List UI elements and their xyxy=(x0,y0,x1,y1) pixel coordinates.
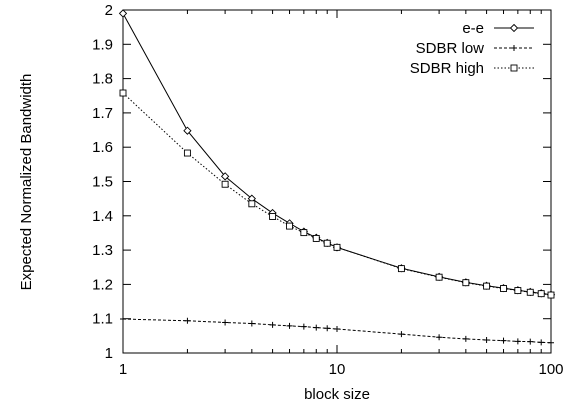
legend-label: SDBR low xyxy=(416,40,485,57)
data-point xyxy=(526,288,534,296)
data-point xyxy=(183,149,191,157)
data-point xyxy=(483,282,491,290)
data-point xyxy=(436,334,443,341)
data-point xyxy=(324,325,331,332)
y-axis-label: Expected Normalized Bandwidth xyxy=(18,74,35,291)
data-point xyxy=(397,265,405,273)
data-point xyxy=(462,279,470,287)
data-point xyxy=(514,287,522,295)
legend-label: e-e xyxy=(462,20,484,37)
data-point xyxy=(183,126,192,135)
data-point xyxy=(333,243,341,251)
y-axis: 1 1.1 1.2 1.3 1.4 1.5 1.6 1.7 1.8 1.9 2 xyxy=(92,2,551,362)
data-point xyxy=(300,323,307,330)
legend: e-e SDBR low SDBR high xyxy=(410,20,534,77)
data-point xyxy=(269,321,276,328)
data-point xyxy=(537,290,545,298)
data-point xyxy=(500,285,507,292)
y-tick-label: 1.2 xyxy=(92,276,113,293)
data-point xyxy=(269,213,277,220)
data-point xyxy=(248,320,255,327)
series-layer xyxy=(118,9,556,346)
data-point xyxy=(119,89,127,97)
data-point xyxy=(184,317,191,324)
legend-marker xyxy=(509,23,519,33)
data-point xyxy=(547,291,555,299)
legend-label: SDBR high xyxy=(410,60,484,77)
y-tick-label: 1.5 xyxy=(92,174,113,191)
data-point xyxy=(514,338,521,345)
y-tick-label: 1.9 xyxy=(92,36,113,53)
series-sdbr-high xyxy=(119,89,555,299)
data-point xyxy=(222,319,229,326)
data-point xyxy=(548,339,554,346)
y-tick-label: 1.1 xyxy=(92,311,113,328)
data-point xyxy=(118,9,128,18)
series-sdbr-low xyxy=(120,316,554,346)
x-axis-label: block size xyxy=(304,386,370,403)
data-point xyxy=(334,325,340,332)
data-point xyxy=(312,234,320,242)
data-point xyxy=(483,336,490,343)
series-line xyxy=(122,92,552,296)
plot-frame xyxy=(122,9,552,354)
x-tick-label: 100 xyxy=(538,361,563,378)
y-tick-label: 1.6 xyxy=(92,139,113,156)
x-tick-label: 10 xyxy=(329,361,346,378)
legend-marker xyxy=(511,45,517,51)
data-point xyxy=(300,229,308,237)
y-tick-label: 2 xyxy=(105,2,113,19)
y-tick-label: 1.8 xyxy=(92,71,113,88)
data-point xyxy=(286,322,293,329)
data-point xyxy=(500,337,507,344)
legend-item: e-e xyxy=(462,20,534,37)
data-point xyxy=(398,331,405,338)
data-point xyxy=(248,200,256,208)
data-point xyxy=(120,316,126,323)
legend-item: SDBR low xyxy=(416,40,534,57)
y-tick-label: 1.4 xyxy=(92,208,113,225)
x-axis: 1 10 100 xyxy=(119,10,564,378)
legend-marker xyxy=(510,64,518,72)
data-point xyxy=(313,324,320,331)
y-tick-label: 1 xyxy=(105,345,113,362)
data-point xyxy=(221,180,229,188)
data-point xyxy=(286,222,293,230)
y-tick-label: 1.7 xyxy=(92,105,113,122)
y-tick-label: 1.3 xyxy=(92,242,113,259)
data-point xyxy=(435,273,443,281)
data-point xyxy=(527,338,534,345)
data-point xyxy=(220,172,230,181)
data-point xyxy=(538,339,545,346)
legend-item: SDBR high xyxy=(410,60,534,77)
data-point xyxy=(462,335,469,342)
data-point xyxy=(323,239,331,247)
x-tick-label: 1 xyxy=(119,361,127,378)
